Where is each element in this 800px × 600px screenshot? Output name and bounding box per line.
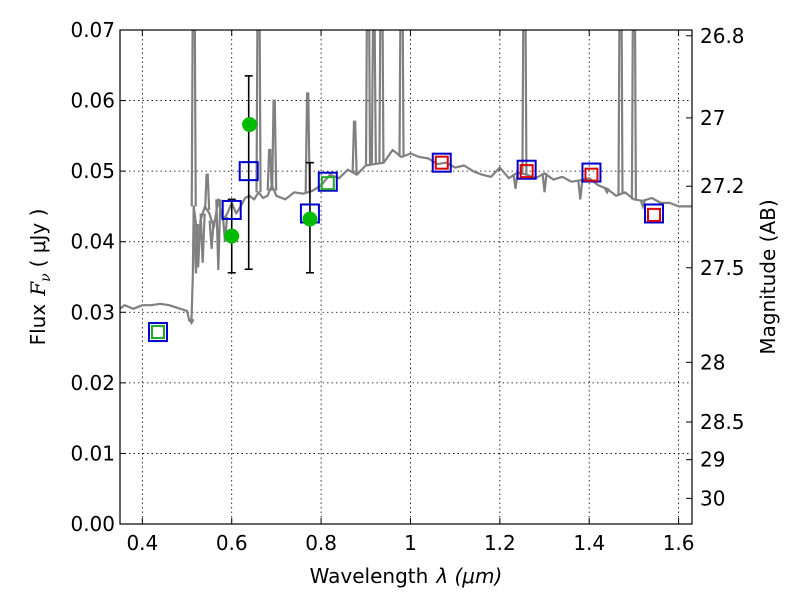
emission-line — [266, 148, 273, 191]
blue-square-marker — [317, 171, 338, 192]
x-tick-label: 0.6 — [216, 531, 248, 555]
emission-line — [364, 30, 372, 166]
model-spectrum-line — [120, 148, 692, 322]
x-tick-label: 1.2 — [484, 531, 516, 555]
y-tick-label: 0.01 — [70, 441, 115, 465]
emission-line — [398, 30, 405, 158]
y-tick-label: 0.04 — [70, 230, 115, 254]
x-tick-label: 1.6 — [663, 531, 695, 555]
blue-square-marker — [516, 159, 537, 180]
emission-line — [304, 92, 311, 193]
blue-square-marker — [644, 203, 665, 224]
emission-line — [204, 173, 211, 211]
emission-line — [521, 30, 528, 175]
absorption-line — [604, 188, 611, 195]
emission-line — [378, 30, 385, 164]
right-tick-label: 27.2 — [700, 174, 745, 198]
absorption-line — [199, 213, 206, 263]
right-tick-label: 27.5 — [700, 256, 745, 280]
y-axis-label: Flux — [26, 304, 50, 346]
emission-line — [271, 99, 278, 191]
spectral-lines — [188, 30, 646, 326]
absorption-line — [541, 173, 548, 193]
absorption-line — [221, 216, 229, 242]
y-axis-symbol: F — [26, 281, 50, 297]
absorption-line — [188, 318, 195, 326]
right-tick-labels: 26.8 27 27.2 27.5 28 28.5 29 30 — [700, 24, 745, 511]
blue-square-marker — [221, 199, 242, 220]
y-axis-subscript: ν — [38, 273, 54, 282]
green-circle-marker — [302, 211, 318, 227]
absorption-line — [192, 224, 200, 274]
y-axis-title: Flux Fν ( μJy ) — [26, 209, 54, 346]
right-tick-label: 29 — [700, 448, 725, 472]
right-tick-label: 26.8 — [700, 24, 745, 48]
emission-line — [630, 30, 638, 200]
x-tick-label: 0.4 — [126, 531, 158, 555]
y-tick-label: 0.02 — [70, 371, 115, 395]
green-square-marker — [150, 325, 165, 340]
red-square-marker — [584, 167, 599, 182]
emission-line — [617, 30, 624, 195]
right-tick-label: 28.5 — [700, 410, 745, 434]
absorption-line — [577, 180, 584, 200]
x-tick-label: 1.4 — [573, 531, 605, 555]
right-tick-label: 28 — [700, 350, 725, 374]
y-axis-unit: ( μJy ) — [26, 209, 50, 268]
red-square-marker — [434, 155, 449, 170]
absorption-line — [639, 200, 646, 210]
y-tick-labels: 0.00 0.01 0.02 0.03 0.04 0.05 0.06 0.07 — [70, 18, 115, 536]
x-axis-title: Wavelength λ (μm) — [310, 564, 503, 588]
emission-line — [190, 30, 197, 207]
absorption-line — [208, 220, 215, 249]
green-circle-marker — [242, 117, 258, 133]
y-tick-label: 0.00 — [70, 512, 115, 536]
x-tick-label: 0.8 — [305, 531, 337, 555]
emission-line — [351, 120, 358, 174]
plot-area — [120, 30, 692, 343]
axis-ticks — [120, 29, 692, 525]
x-tick-labels: 0.4 0.6 0.8 1 1.2 1.4 1.6 — [126, 531, 694, 555]
blue-square-marker — [238, 161, 259, 182]
blue-square-marker — [147, 322, 168, 343]
emission-line — [255, 30, 262, 193]
emission-line — [370, 30, 377, 165]
right-axis-title: Magnitude (AB) — [756, 199, 780, 354]
green-circle-marker — [224, 228, 240, 244]
plot-frame — [119, 29, 693, 525]
y-tick-label: 0.07 — [70, 18, 115, 42]
x-axis-symbol: λ (μm) — [435, 564, 502, 588]
x-tick-label: 1 — [404, 531, 417, 555]
blue-square-marker — [431, 152, 452, 173]
y-tick-label: 0.06 — [70, 89, 115, 113]
right-tick-label: 27 — [700, 106, 725, 130]
y-tick-label: 0.05 — [70, 159, 115, 183]
absorption-line — [215, 199, 222, 270]
green-square-marker — [320, 176, 335, 191]
x-axis-label: Wavelength — [310, 564, 429, 588]
red-square-marker — [519, 164, 534, 179]
y-tick-label: 0.03 — [70, 300, 115, 324]
red-square-marker — [647, 207, 662, 222]
right-tick-label: 30 — [700, 486, 725, 510]
photometry-markers — [147, 117, 665, 343]
